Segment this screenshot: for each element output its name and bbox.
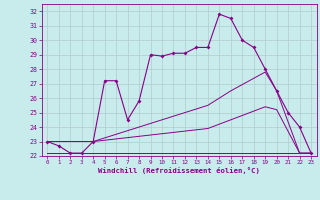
X-axis label: Windchill (Refroidissement éolien,°C): Windchill (Refroidissement éolien,°C)	[98, 167, 260, 174]
